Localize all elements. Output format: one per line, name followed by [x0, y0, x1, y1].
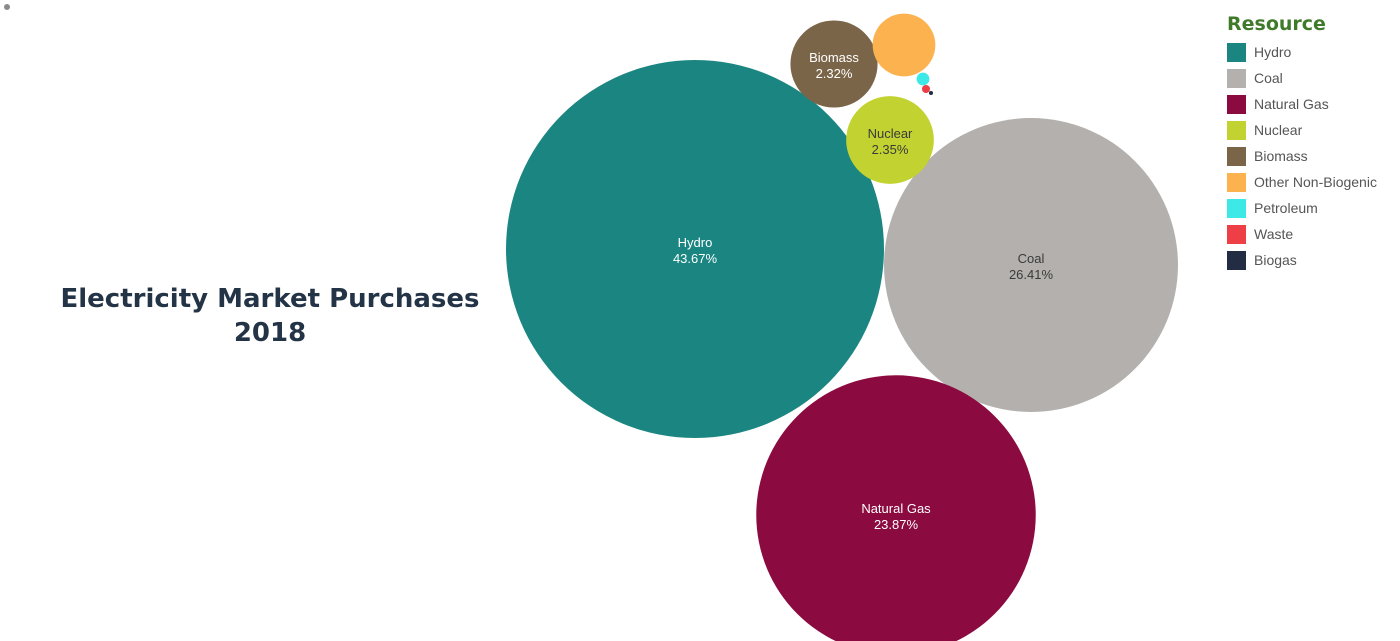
- legend-swatch-coal: [1227, 68, 1246, 88]
- bubble-label-natural-gas: Natural Gas: [861, 501, 931, 516]
- legend-swatch-waste: [1227, 224, 1246, 244]
- bubble-biomass[interactable]: [790, 20, 878, 108]
- bubble-natural-gas[interactable]: [756, 375, 1036, 641]
- bubble-value-biomass: 2.32%: [816, 66, 853, 81]
- bubble-biogas[interactable]: [928, 90, 934, 96]
- bubble-coal[interactable]: [884, 118, 1178, 412]
- legend-label-petroleum: Petroleum: [1254, 200, 1318, 216]
- legend: Resource Hydro Coal Natural Gas Nuclear Biom…: [1227, 12, 1397, 273]
- legend-swatch-petroleum: [1227, 198, 1246, 218]
- legend-label-waste: Waste: [1254, 226, 1294, 242]
- bubble-label-hydro: Hydro: [678, 235, 713, 250]
- legend-item-other-non-biogenic[interactable]: Other Non-Biogenic: [1227, 169, 1397, 195]
- legend-label-biomass: Biomass: [1254, 148, 1308, 164]
- title-line-1: Electricity Market Purchases: [60, 284, 480, 314]
- legend-item-hydro[interactable]: Hydro: [1227, 39, 1397, 65]
- bubble-label-nuclear: Nuclear: [868, 126, 913, 141]
- legend-items: Hydro Coal Natural Gas Nuclear Biomass Other …: [1227, 39, 1397, 273]
- legend-swatch-natural-gas: [1227, 94, 1246, 114]
- legend-label-natural-gas: Natural Gas: [1254, 96, 1329, 112]
- legend-label-nuclear: Nuclear: [1254, 122, 1303, 138]
- bubble-petroleum[interactable]: [916, 72, 930, 86]
- bubble-value-nuclear: 2.35%: [872, 142, 909, 157]
- legend-swatch-other-non-biogenic: [1227, 172, 1246, 192]
- page-title: Electricity Market Purchases 2018: [60, 282, 480, 350]
- legend-label-hydro: Hydro: [1254, 44, 1292, 60]
- bubble-value-natural-gas: 23.87%: [874, 517, 919, 532]
- legend-label-coal: Coal: [1254, 70, 1283, 86]
- legend-swatch-nuclear: [1227, 120, 1246, 140]
- title-line-2: 2018: [233, 318, 307, 348]
- legend-item-coal[interactable]: Coal: [1227, 65, 1397, 91]
- legend-item-nuclear[interactable]: Nuclear: [1227, 117, 1397, 143]
- bubble-nuclear[interactable]: [846, 96, 934, 184]
- legend-label-other-non-biogenic: Other Non-Biogenic: [1254, 174, 1377, 190]
- legend-swatch-biomass: [1227, 146, 1246, 166]
- bubble-waste[interactable]: [921, 84, 931, 94]
- legend-swatch-biogas: [1227, 250, 1246, 270]
- bubble-label-coal: Coal: [1018, 251, 1045, 266]
- bubble-hydro[interactable]: [506, 60, 884, 438]
- legend-item-waste[interactable]: Waste: [1227, 221, 1397, 247]
- corner-dot: [4, 4, 10, 10]
- bubble-other-non-biogenic[interactable]: [872, 13, 936, 77]
- bubble-label-biomass: Biomass: [809, 50, 859, 65]
- legend-item-biomass[interactable]: Biomass: [1227, 143, 1397, 169]
- legend-title: Resource: [1227, 13, 1326, 35]
- bubble-value-hydro: 43.67%: [673, 251, 718, 266]
- legend-swatch-hydro: [1227, 42, 1246, 62]
- legend-item-biogas[interactable]: Biogas: [1227, 247, 1397, 273]
- bubble-value-coal: 26.41%: [1009, 267, 1054, 282]
- legend-label-biogas: Biogas: [1254, 252, 1297, 268]
- legend-item-natural-gas[interactable]: Natural Gas: [1227, 91, 1397, 117]
- legend-item-petroleum[interactable]: Petroleum: [1227, 195, 1397, 221]
